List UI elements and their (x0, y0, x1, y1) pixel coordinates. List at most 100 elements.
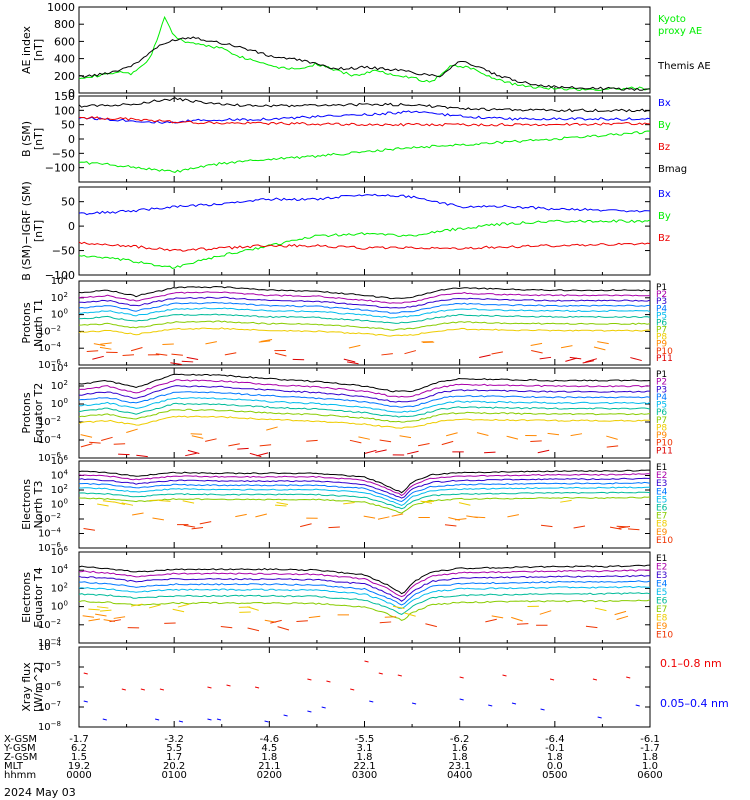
axis-row-value: 0300 (352, 770, 377, 781)
flux-mark (411, 702, 417, 705)
channel-segment-e9 (377, 516, 390, 520)
channel-segment-e9 (113, 616, 126, 619)
flux-mark (321, 706, 326, 709)
channel-segment-p10 (155, 353, 168, 356)
y-tick-label: 100 (51, 397, 68, 410)
series-line-kyoto-proxy-ae (78, 15, 651, 92)
channel-segment-e9 (308, 615, 321, 619)
channel-segment-e9 (391, 513, 404, 517)
y-tick-label: 100 (54, 104, 75, 117)
channel-segment-p9 (126, 428, 138, 433)
channel-segment-e8 (274, 504, 287, 507)
flux-mark (397, 674, 402, 677)
channel-segment-e8 (149, 499, 161, 502)
channel-segment-e9 (448, 517, 460, 521)
axis-row-value: -6.2 (450, 734, 470, 745)
channel-segment-e8 (96, 606, 109, 609)
channel-segment-e9 (152, 517, 164, 521)
channel-label: P9 (656, 431, 667, 441)
channel-segment-p9 (260, 339, 273, 342)
legend-label: 0.1–0.8 nm (660, 657, 722, 670)
channel-segment-p11 (569, 356, 582, 360)
panel-frame (78, 460, 651, 549)
channel-segment-p10 (381, 353, 393, 356)
channel-label: P10 (656, 439, 673, 449)
channel-segment-e9 (235, 513, 247, 518)
channel-segment-p10 (274, 352, 287, 357)
axis-row-value: 19.2 (68, 761, 90, 772)
flux-mark (459, 698, 464, 701)
y-tick-label: 102 (51, 379, 68, 392)
channel-segment-p9 (597, 341, 609, 345)
channel-segment-p11 (185, 452, 197, 457)
flux-mark (350, 688, 355, 691)
channel-segment-p10 (418, 443, 430, 447)
channel-segment-e9 (95, 613, 107, 617)
channel-label: P8 (656, 333, 667, 343)
y-tick-label: 800 (54, 18, 75, 31)
channel-segment-e8 (97, 503, 109, 507)
channel-segment-e8 (113, 501, 126, 506)
channel-segment-p11 (347, 361, 359, 365)
channel-label: E6 (656, 597, 668, 607)
channel-segment-e9 (511, 616, 523, 622)
channel-segment-p9 (80, 434, 93, 438)
channel-line-e3 (78, 477, 651, 499)
flux-mark (83, 700, 88, 703)
axis-row-value: 6.2 (71, 743, 87, 754)
channel-segment-p10 (80, 443, 93, 448)
flux-mark (549, 678, 555, 681)
channel-line-e5 (79, 486, 651, 506)
channel-label: P9 (656, 340, 667, 350)
channel-segment-p9 (162, 343, 174, 345)
channel-segment-p9 (191, 435, 204, 439)
flux-mark (592, 678, 598, 681)
y-tick-label: 600 (54, 35, 75, 48)
axis-row-value: -5.5 (355, 734, 375, 745)
axis-row-value: 4.5 (261, 743, 277, 754)
channel-label: P4 (656, 393, 667, 403)
channel-segment-e10 (540, 524, 553, 528)
channel-segment-p10 (441, 440, 454, 446)
panel-frame (78, 280, 651, 366)
channel-segment-e9 (616, 615, 629, 621)
channel-segment-e10 (191, 527, 204, 530)
channel-segment-e9 (363, 515, 376, 519)
channel-segment-p11 (565, 357, 577, 362)
axis-row-value: 22.1 (353, 761, 375, 772)
channel-segment-p10 (171, 353, 183, 356)
channel-segment-e8 (159, 500, 171, 502)
panel-frame (78, 551, 651, 644)
channel-segment-e8 (458, 502, 471, 506)
flux-mark (307, 710, 312, 713)
axis-row-label: Y-GSM (3, 743, 36, 754)
channel-segment-p11 (343, 358, 356, 363)
channel-segment-e9 (82, 615, 95, 618)
channel-segment-p9 (530, 342, 543, 346)
y-axis-label: AE index[nT] (20, 25, 45, 74)
channel-line-p1 (78, 285, 651, 300)
channel-segment-e10 (609, 526, 622, 530)
channel-label: P2 (656, 378, 667, 388)
y-tick-label: 50 (61, 196, 75, 209)
flux-mark (264, 720, 269, 723)
channel-line-p3 (78, 296, 651, 309)
channel-segment-e9 (88, 618, 101, 622)
legend-label: Bz (658, 233, 670, 244)
legend-label: Kyoto (658, 14, 686, 25)
channel-label: P2 (656, 290, 667, 300)
flux-mark (121, 688, 126, 691)
flux-mark (369, 700, 374, 703)
channel-line-e1 (78, 564, 651, 595)
channel-segment-p11 (479, 354, 491, 358)
flux-mark (378, 672, 383, 675)
channel-segment-p11 (537, 449, 550, 454)
channel-label: P7 (656, 416, 667, 426)
channel-segment-p11 (170, 362, 182, 365)
channel-segment-e9 (132, 512, 144, 516)
channel-line-e6 (78, 491, 651, 510)
series-line-themis-ae (78, 36, 651, 92)
channel-line-e4 (79, 580, 651, 606)
channel-segment-e10 (83, 527, 96, 531)
channel-segment-e8 (177, 603, 190, 608)
